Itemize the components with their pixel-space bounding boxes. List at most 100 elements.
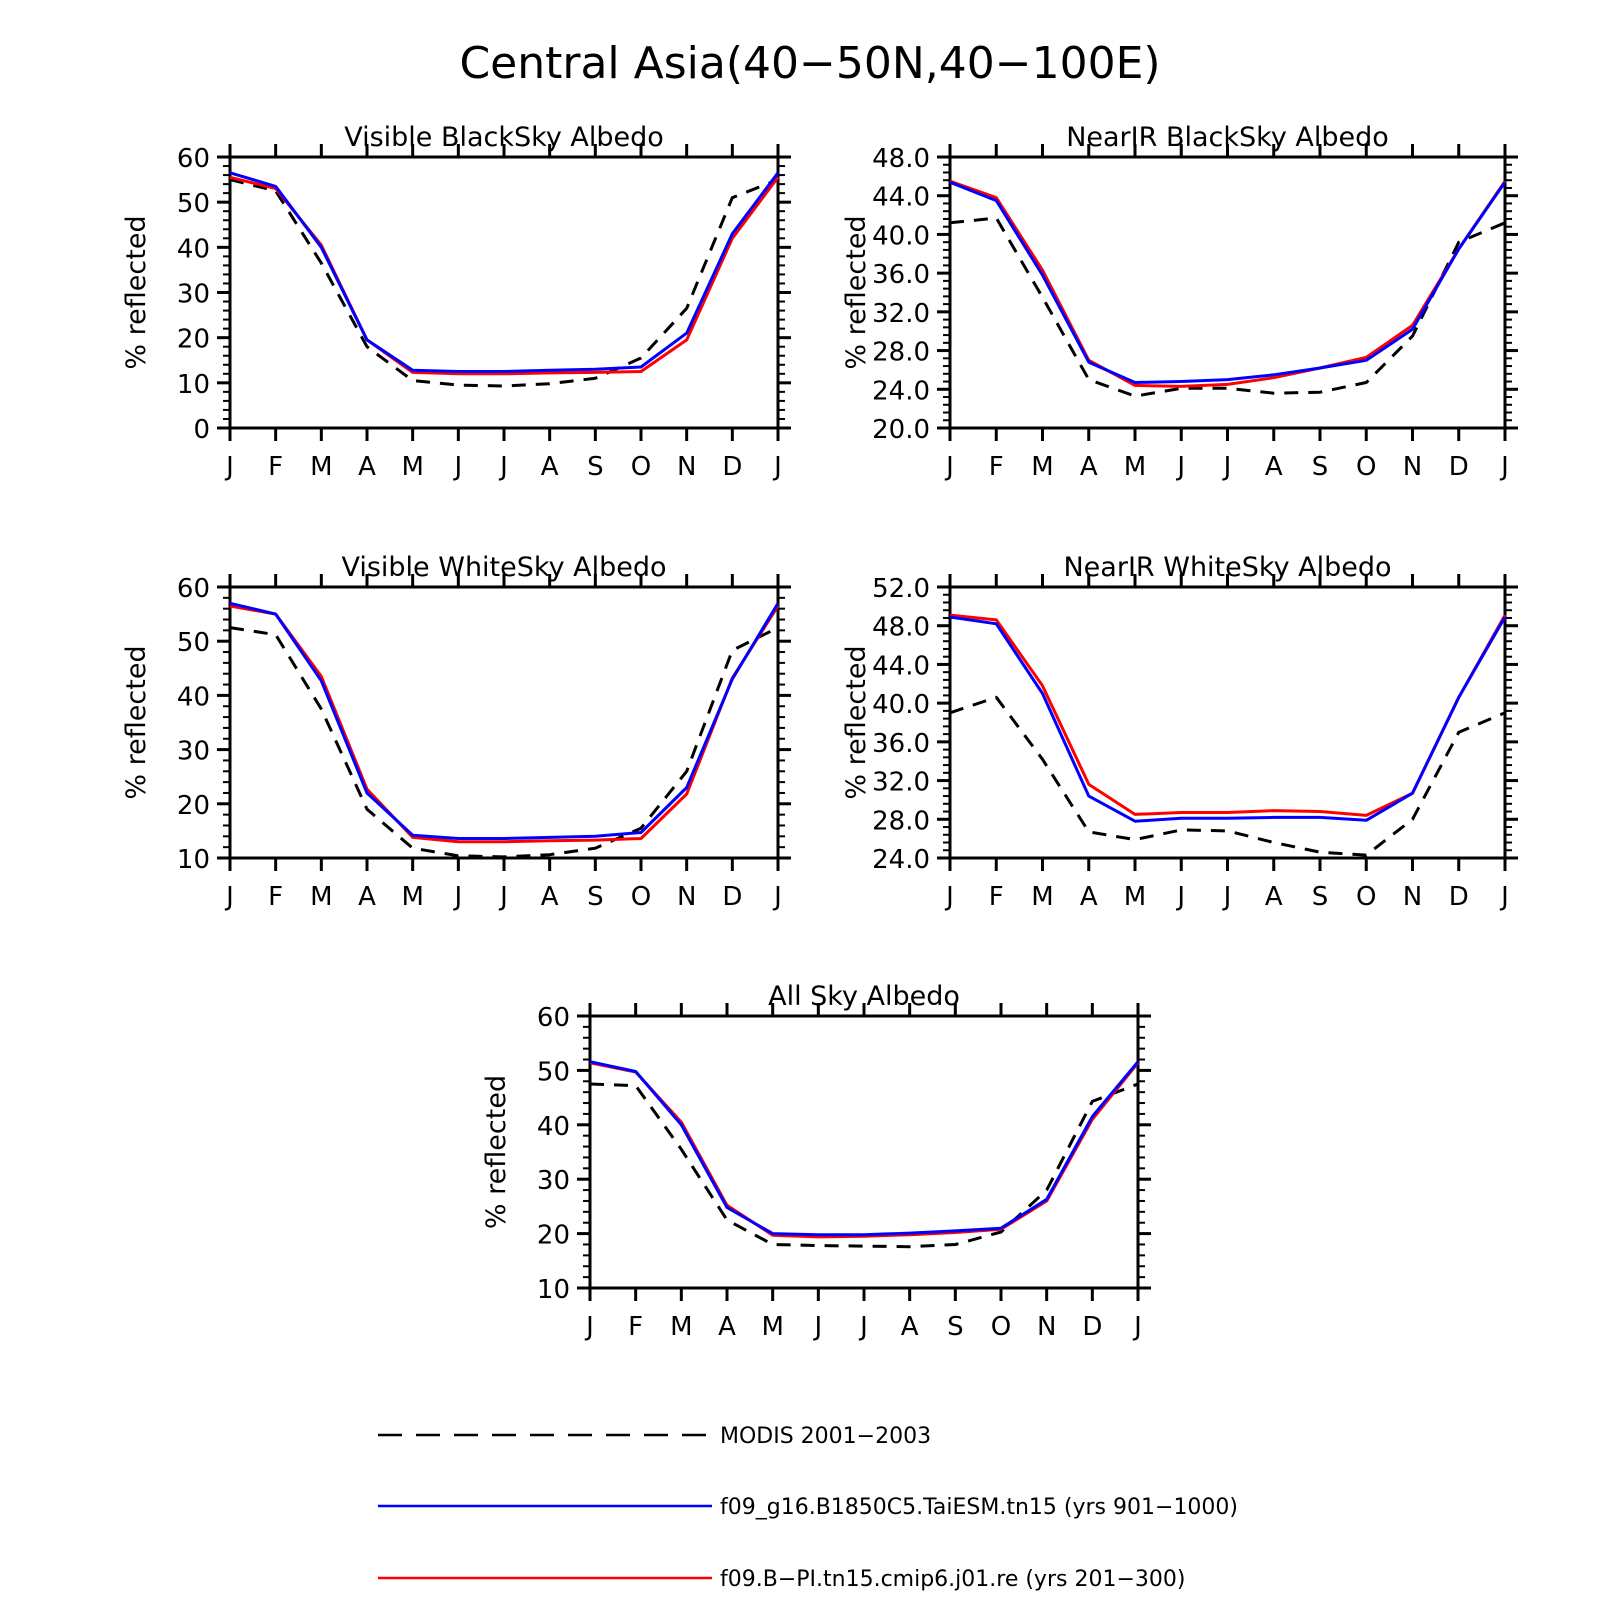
x-tick-label: M bbox=[670, 1312, 692, 1342]
y-tick-label: 40 bbox=[177, 234, 210, 264]
plot-frame bbox=[228, 585, 780, 860]
x-tick-label: A bbox=[901, 1312, 919, 1342]
y-tick-label: 10 bbox=[537, 1275, 570, 1305]
x-tick-label: J bbox=[944, 882, 954, 912]
x-tick-label: A bbox=[1265, 882, 1283, 912]
x-tick-label: O bbox=[631, 882, 651, 912]
y-tick-label: 10 bbox=[177, 370, 210, 400]
x-tick-label: J bbox=[944, 452, 954, 482]
y-tick-label: 32.0 bbox=[872, 299, 930, 329]
series-line-cmip6 bbox=[949, 179, 1507, 388]
x-tick-label: J bbox=[498, 882, 508, 912]
y-tick-label: 48.0 bbox=[872, 613, 930, 643]
x-tick-label: D bbox=[722, 452, 742, 482]
x-tick-label: J bbox=[224, 452, 234, 482]
x-tick-label: J bbox=[812, 1312, 822, 1342]
x-tick-label: N bbox=[677, 882, 696, 912]
x-tick-label: F bbox=[989, 452, 1004, 482]
y-tick-label: 20 bbox=[177, 791, 210, 821]
x-tick-label: M bbox=[401, 882, 423, 912]
y-axis-label: % reflected bbox=[841, 645, 872, 799]
x-tick-label: S bbox=[587, 882, 604, 912]
x-tick-label: A bbox=[541, 452, 559, 482]
y-tick-label: 0 bbox=[193, 415, 210, 445]
y-tick-label: 60 bbox=[537, 1003, 570, 1033]
x-tick-label: J bbox=[772, 882, 782, 912]
x-tick-label: J bbox=[584, 1312, 594, 1342]
y-tick-label: 50 bbox=[177, 189, 210, 219]
x-tick-label: F bbox=[268, 882, 283, 912]
y-tick-label: 32.0 bbox=[872, 768, 930, 798]
x-tick-label: M bbox=[1031, 452, 1053, 482]
x-tick-label: J bbox=[1175, 882, 1185, 912]
x-tick-label: J bbox=[772, 452, 782, 482]
x-tick-label: D bbox=[1449, 452, 1469, 482]
x-tick-label: A bbox=[358, 882, 376, 912]
x-tick-label: J bbox=[1499, 452, 1509, 482]
x-tick-label: A bbox=[358, 452, 376, 482]
x-tick-label: S bbox=[587, 452, 604, 482]
series-line-taiesm bbox=[229, 171, 780, 373]
y-tick-label: 50 bbox=[537, 1057, 570, 1087]
series-line-taiesm bbox=[949, 180, 1507, 384]
x-tick-label: J bbox=[858, 1312, 868, 1342]
x-tick-label: S bbox=[1312, 882, 1329, 912]
y-tick-label: 30 bbox=[177, 280, 210, 310]
x-tick-label: M bbox=[761, 1312, 783, 1342]
plot-frame bbox=[228, 155, 780, 430]
y-tick-label: 28.0 bbox=[872, 338, 930, 368]
series-line-taiesm bbox=[229, 601, 780, 840]
x-tick-label: N bbox=[1403, 882, 1422, 912]
y-axis-label: % reflected bbox=[481, 1075, 512, 1229]
y-tick-label: 28.0 bbox=[872, 806, 930, 836]
y-tick-label: 44.0 bbox=[872, 651, 930, 681]
x-tick-label: A bbox=[718, 1312, 736, 1342]
plot-frame bbox=[948, 155, 1507, 430]
y-tick-label: 20 bbox=[177, 325, 210, 355]
series-line-cmip6 bbox=[229, 604, 780, 844]
y-tick-label: 52.0 bbox=[872, 574, 930, 604]
x-tick-label: F bbox=[268, 452, 283, 482]
x-tick-label: J bbox=[1499, 882, 1509, 912]
x-tick-label: D bbox=[1449, 882, 1469, 912]
y-axis-label: % reflected bbox=[121, 645, 152, 799]
y-tick-label: 40.0 bbox=[872, 690, 930, 720]
y-axis-label: % reflected bbox=[841, 215, 872, 369]
x-tick-label: F bbox=[989, 882, 1004, 912]
series-line-taiesm bbox=[949, 615, 1507, 823]
y-tick-label: 36.0 bbox=[872, 729, 930, 759]
x-tick-label: N bbox=[1403, 452, 1422, 482]
x-tick-label: J bbox=[224, 882, 234, 912]
series-line-modis bbox=[949, 695, 1506, 857]
x-tick-label: J bbox=[1222, 882, 1232, 912]
x-tick-label: N bbox=[1037, 1312, 1056, 1342]
x-tick-label: O bbox=[631, 452, 651, 482]
y-tick-label: 24.0 bbox=[872, 845, 930, 875]
x-tick-label: O bbox=[1356, 882, 1376, 912]
y-axis-label: % reflected bbox=[121, 215, 152, 369]
x-tick-label: A bbox=[1080, 882, 1098, 912]
x-tick-label: M bbox=[310, 452, 332, 482]
y-tick-label: 24.0 bbox=[872, 376, 930, 406]
series-line-modis bbox=[229, 178, 779, 388]
x-tick-label: J bbox=[1222, 452, 1232, 482]
x-tick-label: M bbox=[1031, 882, 1053, 912]
legend-label-taiesm: f09_g16.B1850C5.TaiESM.tn15 (yrs 901−100… bbox=[720, 1495, 1238, 1520]
x-tick-label: A bbox=[1080, 452, 1098, 482]
x-tick-label: J bbox=[1132, 1312, 1142, 1342]
x-tick-label: S bbox=[1312, 452, 1329, 482]
y-tick-label: 30 bbox=[537, 1166, 570, 1196]
y-tick-label: 36.0 bbox=[872, 260, 930, 290]
x-tick-label: J bbox=[452, 452, 462, 482]
x-tick-label: D bbox=[1082, 1312, 1102, 1342]
x-tick-label: A bbox=[1265, 452, 1283, 482]
series-line-modis bbox=[589, 1082, 1139, 1249]
x-tick-label: S bbox=[947, 1312, 964, 1342]
